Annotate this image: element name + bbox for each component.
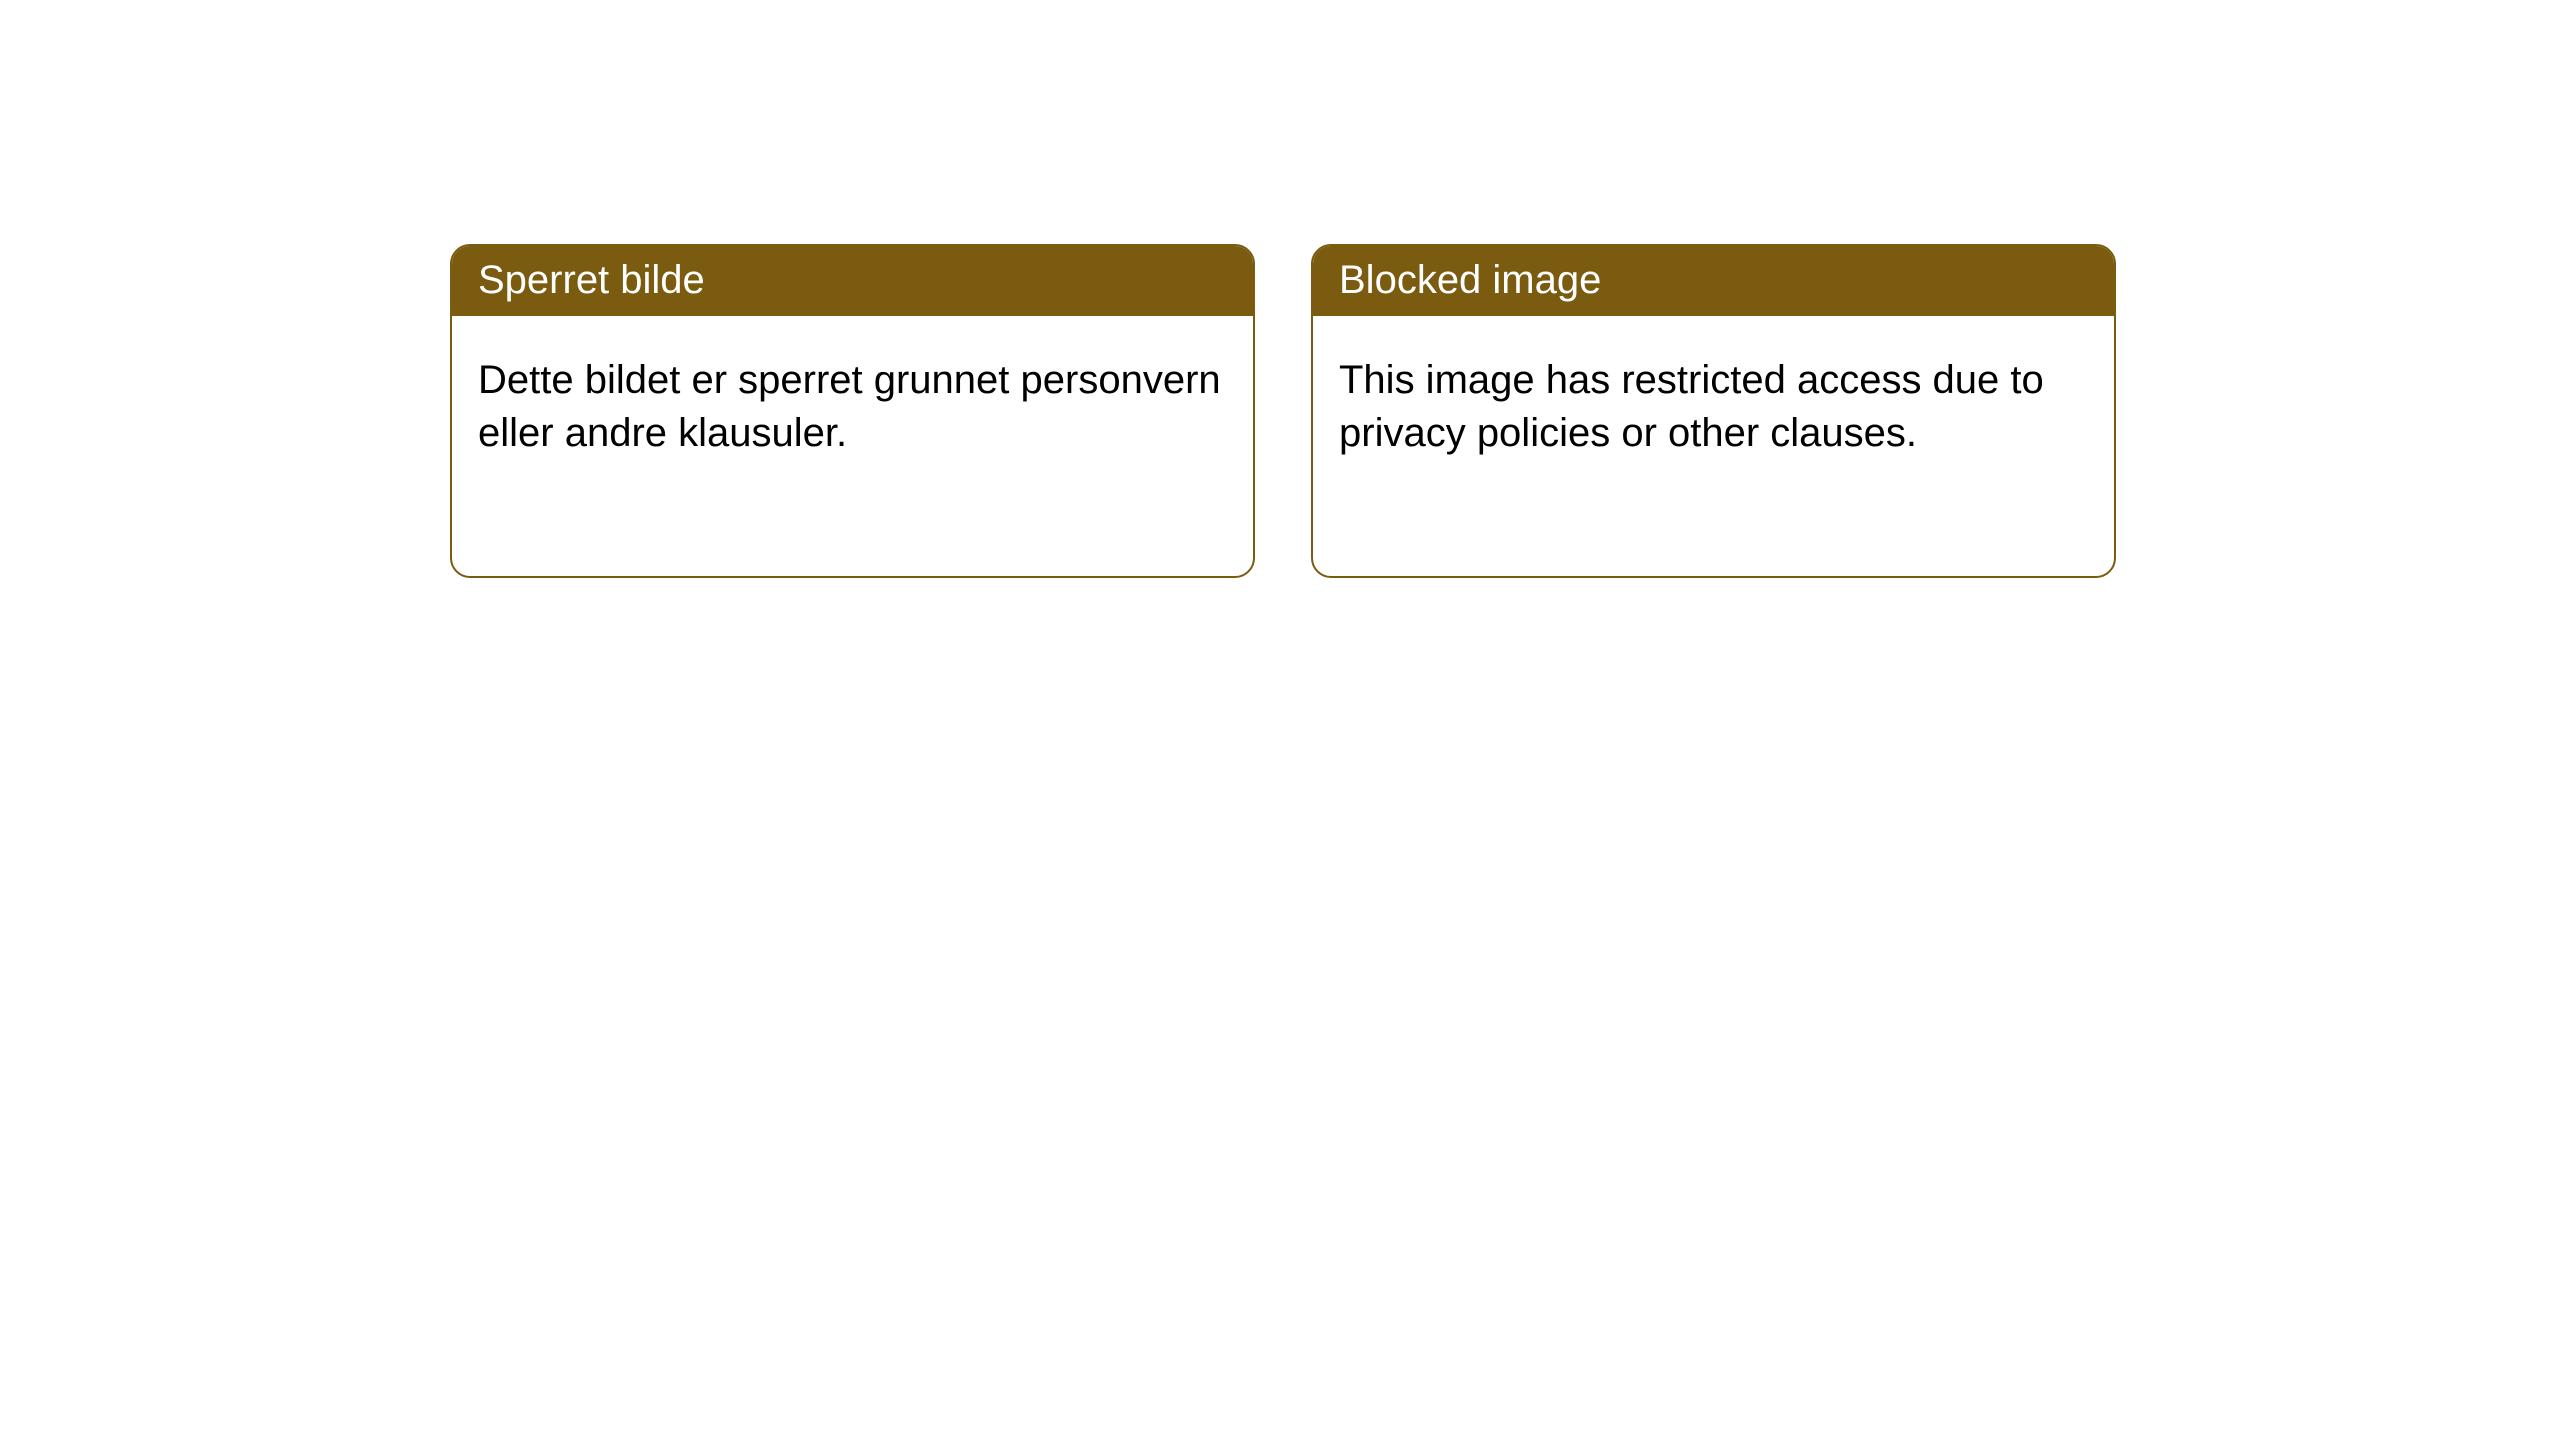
notice-header: Blocked image bbox=[1313, 246, 2114, 316]
notice-card-norwegian: Sperret bilde Dette bildet er sperret gr… bbox=[450, 244, 1255, 578]
notice-body: This image has restricted access due to … bbox=[1313, 316, 2114, 486]
notice-header: Sperret bilde bbox=[452, 246, 1253, 316]
notice-card-english: Blocked image This image has restricted … bbox=[1311, 244, 2116, 578]
notice-cards-container: Sperret bilde Dette bildet er sperret gr… bbox=[450, 244, 2116, 578]
notice-body: Dette bildet er sperret grunnet personve… bbox=[452, 316, 1253, 486]
